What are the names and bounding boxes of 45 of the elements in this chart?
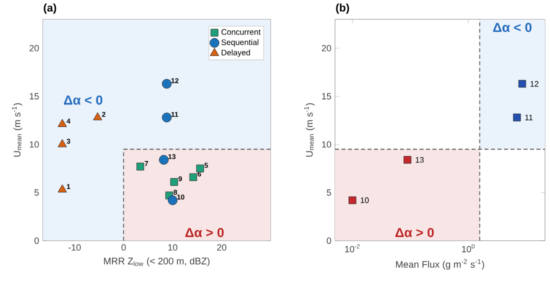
- x-tick-label: 10$^{-2}$: [345, 244, 360, 252]
- x-tick-label: 10$^{0}$: [462, 244, 475, 252]
- y-tick-label: 5: [34, 189, 39, 196]
- x-axis-title: MRR Z$_{low}$ (< 200 m, dBZ): [104, 257, 210, 266]
- y-tick-label: 10: [30, 141, 39, 148]
- annotation: 10: [360, 197, 369, 204]
- x-tick-label: 10: [168, 244, 178, 251]
- chart-title: (a): [44, 4, 56, 14]
- band-label: Δα < 0: [493, 22, 532, 32]
- y-tick-label: 0: [326, 237, 332, 244]
- point: [162, 78, 172, 89]
- y-tick-label: 15: [30, 93, 39, 100]
- point: [93, 112, 102, 120]
- y-tick-label: 5: [326, 189, 332, 196]
- point: [136, 162, 144, 170]
- x-tick-label: 0: [121, 244, 126, 251]
- chart-title: (b): [336, 4, 350, 14]
- point: [58, 118, 67, 127]
- annotation: 13: [416, 157, 424, 163]
- point: [189, 173, 198, 182]
- x-axis-title: Mean Flux (g m$^{-2}$ s$^{-1}$): [396, 259, 484, 270]
- y-tick-label: 20: [322, 44, 332, 52]
- point: [196, 164, 204, 172]
- y-tick-label: 0: [34, 237, 39, 244]
- point: [58, 184, 67, 192]
- y-axis-title: U$_{mean}$ (m s$^{-1}$): [12, 103, 22, 157]
- point: [58, 139, 67, 148]
- y-tick-label: 20: [30, 44, 39, 52]
- legend-label: Concurrent: [222, 29, 261, 35]
- point: [168, 195, 178, 206]
- point: [162, 112, 172, 122]
- annotation: 12: [530, 81, 538, 87]
- x-tick-label: -10: [68, 244, 81, 251]
- y-axis-title: U$_{mean}$ (m s$^{-1}$): [304, 103, 315, 157]
- point: [170, 178, 178, 186]
- y-tick-label: 15: [322, 93, 332, 100]
- point: [158, 154, 169, 165]
- band-label: Δα > 0: [395, 228, 434, 238]
- y-tick-label: 10: [322, 141, 332, 148]
- band-label: Δα > 0: [185, 228, 224, 238]
- annotation: 11: [525, 114, 533, 120]
- band-label: Δα < 0: [64, 96, 102, 105]
- x-tick-label: 20: [217, 244, 226, 251]
- legend-label: Delayed: [222, 50, 250, 57]
- legend-label: Sequential: [221, 39, 258, 47]
